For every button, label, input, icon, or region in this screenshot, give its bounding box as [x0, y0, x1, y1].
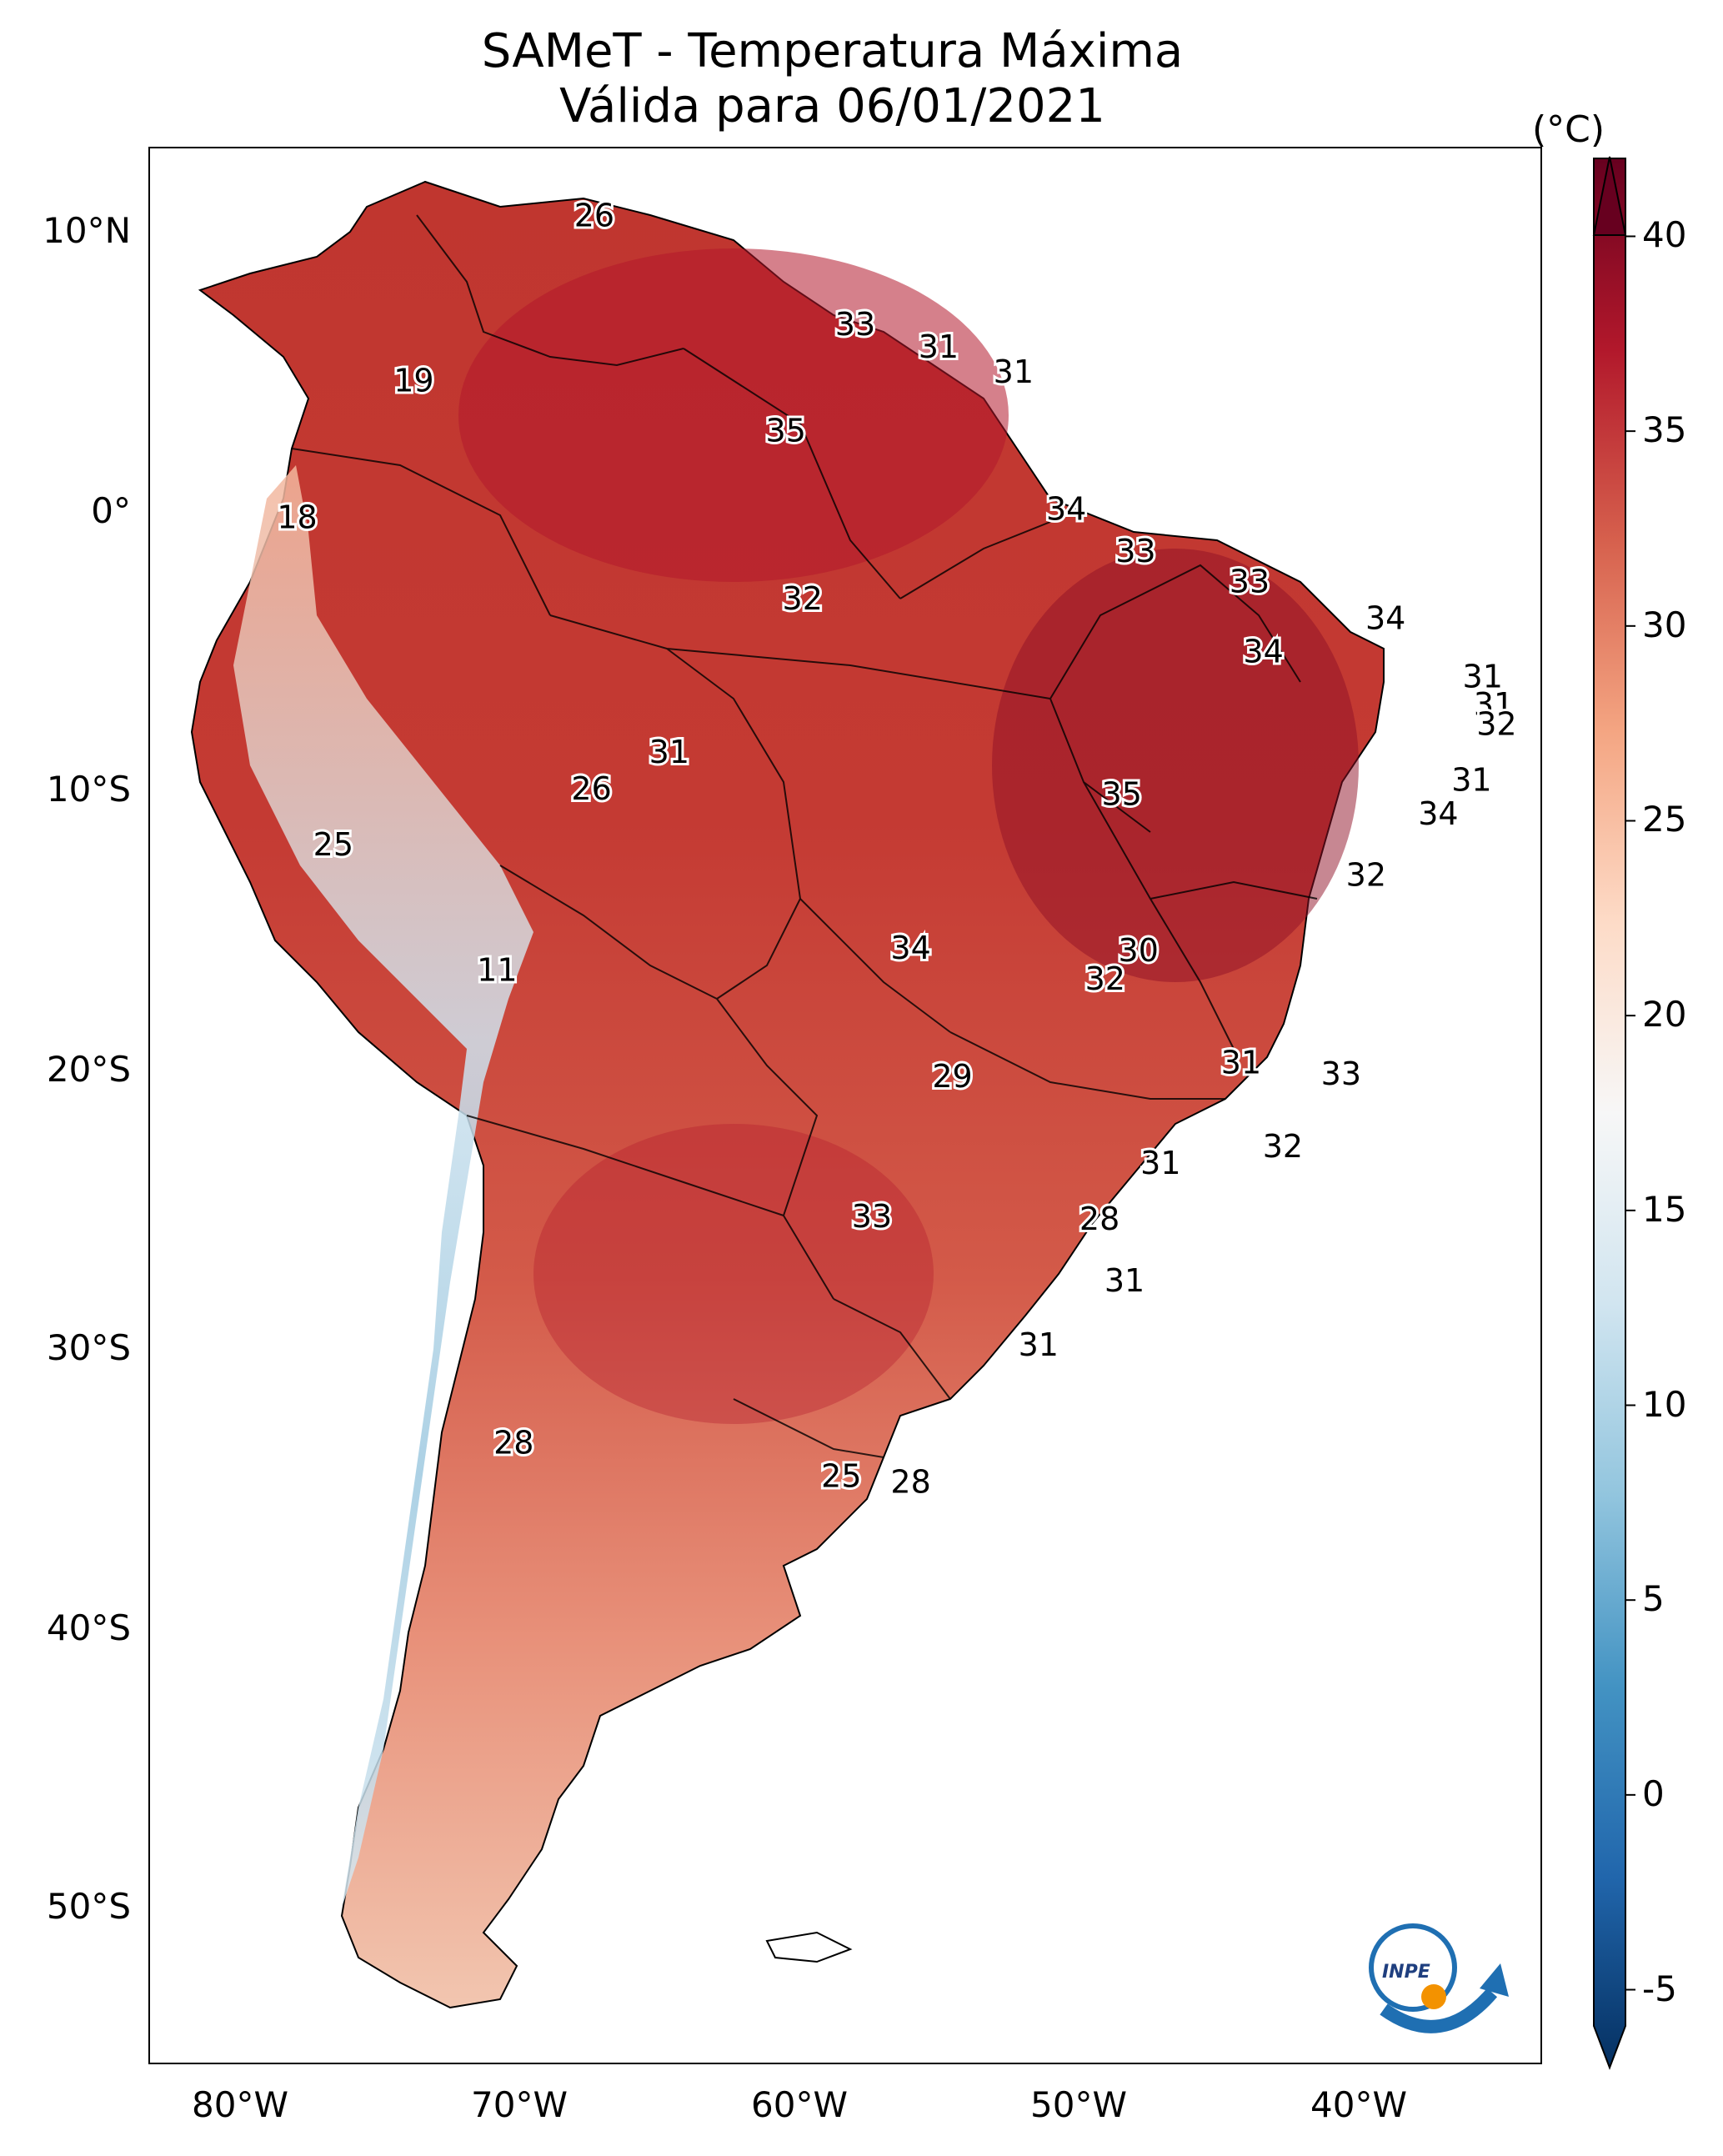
colorbar-tick-label: 25 — [1642, 799, 1687, 840]
falkland-islands — [765, 1931, 853, 1963]
temperature-value-label: 33 — [1321, 1055, 1361, 1092]
colorbar-ticks — [1625, 235, 1635, 1991]
temperature-value-label: 34 — [1418, 795, 1458, 832]
colorbar-tick-label: 20 — [1642, 994, 1687, 1035]
temperature-value-label: 29 — [932, 1058, 972, 1095]
temperature-value-label: 26 — [574, 197, 614, 233]
andes-cool-band — [233, 465, 533, 1908]
hot-core-northeast — [992, 549, 1359, 982]
svg-text:INPE: INPE — [1382, 1962, 1430, 1983]
temperature-value-label: 32 — [1476, 706, 1516, 743]
hot-core-south — [533, 1124, 934, 1424]
map-area: 26 33 31 31 19 35 18 34 33 32 33 34 34 31 31 32 31 31 26 35… — [148, 147, 1542, 2064]
temperature-value-label: 32 — [1263, 1128, 1303, 1165]
chart-title: SAMeT - Temperatura Máxima — [481, 24, 1184, 78]
temperature-value-label: 32 — [1085, 960, 1125, 997]
temperature-value-label: 31 — [1140, 1145, 1180, 1181]
colorbar-tick-label: 5 — [1642, 1578, 1665, 1620]
temperature-value-label: 31 — [1451, 762, 1491, 799]
temperature-value-label: 32 — [1346, 857, 1386, 894]
lat-tick-label: 40°S — [46, 1607, 131, 1648]
country-borders — [291, 214, 1318, 1458]
lon-tick-label: 60°W — [751, 2084, 848, 2125]
temperature-value-label: 33 — [835, 306, 875, 343]
colorbar-tick-label: 40 — [1642, 214, 1687, 256]
temperature-value-label: 25 — [821, 1458, 861, 1495]
lat-tick-label: 50°S — [46, 1886, 131, 1927]
temperature-value-label: 28 — [890, 1463, 930, 1500]
colorbar-scale — [1593, 158, 1626, 2070]
colorbar-top-arrow — [1592, 156, 1627, 236]
hot-core-north — [458, 248, 1009, 582]
temperature-value-label: 33 — [1230, 564, 1270, 600]
lon-tick-label: 40°W — [1310, 2084, 1407, 2125]
temperature-value-label: 34 — [890, 930, 930, 966]
temperature-value-label: 26 — [571, 770, 611, 807]
lat-tick-label: 20°S — [46, 1049, 131, 1090]
temperature-value-label: 30 — [1119, 932, 1159, 969]
inpe-logo: INPE — [1369, 1923, 1509, 2033]
temperature-value-label: 31 — [1104, 1262, 1144, 1299]
temperature-value-label: 28 — [1079, 1201, 1119, 1237]
lon-tick-label: 70°W — [471, 2084, 568, 2125]
colorbar-tick-label: 0 — [1642, 1772, 1665, 1814]
colorbar-tick-label: -5 — [1642, 1968, 1677, 2009]
lat-tick-label: 30°S — [46, 1327, 131, 1368]
temperature-value-label: 33 — [852, 1198, 892, 1235]
temperature-value-label: 31 — [994, 353, 1034, 390]
temperature-value-label: 35 — [766, 413, 806, 449]
colorbar-tick-label: 10 — [1642, 1383, 1687, 1425]
colorbar-unit: (°C) — [1532, 108, 1605, 151]
temperature-value-label: 25 — [313, 826, 353, 863]
colorbar-tick-label: 30 — [1642, 604, 1687, 645]
temperature-value-label: 31 — [1019, 1326, 1059, 1363]
temperature-value-label: 32 — [783, 580, 823, 617]
temperature-value-label: 34 — [1046, 491, 1086, 528]
lat-tick-label: 10°S — [46, 769, 131, 810]
temperature-value-label: 34 — [1365, 599, 1405, 636]
temperature-value-label: 31 — [919, 328, 959, 365]
temperature-value-label: 19 — [393, 362, 433, 399]
temperature-value-label: 31 — [1221, 1044, 1261, 1081]
lat-tick-label: 10°N — [43, 210, 131, 251]
temperature-value-label: 33 — [1115, 533, 1155, 569]
temperature-value-label: 11 — [477, 952, 517, 989]
lon-tick-label: 50°W — [1030, 2084, 1127, 2125]
temperature-value-label: 18 — [277, 499, 317, 536]
lon-tick-label: 80°W — [192, 2084, 288, 2125]
colorbar-tick-label: 35 — [1642, 409, 1687, 451]
chart-subtitle: Válida para 06/01/2021 — [559, 79, 1105, 133]
colorbar-tick-label: 15 — [1642, 1188, 1687, 1230]
temperature-value-label: 35 — [1102, 775, 1142, 812]
temperature-value-label: 31 — [1463, 659, 1503, 695]
temperature-value-label: 31 — [649, 734, 689, 770]
temperature-value-label: 28 — [493, 1424, 533, 1461]
temperature-value-label: 34 — [1243, 633, 1283, 669]
temperature-value-label: 31 — [1474, 686, 1514, 723]
lat-tick-label: 0° — [91, 490, 131, 531]
